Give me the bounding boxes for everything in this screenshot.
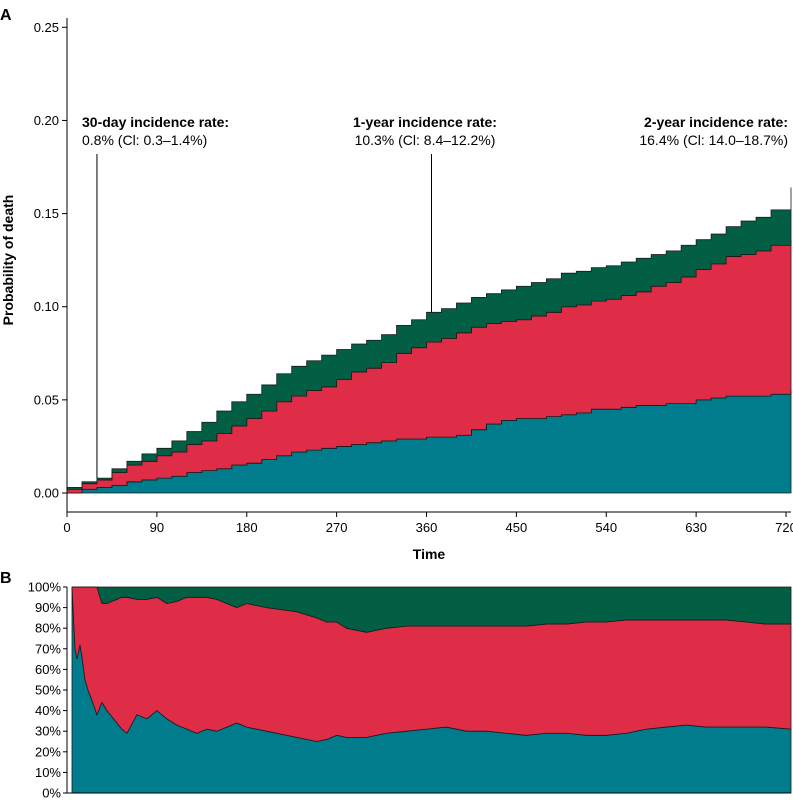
x-axis-label: Time [413,546,446,562]
panel-a: A 30-day incidence rate: 0.8% (Cl: 0.3–1.… [0,7,793,562]
x-tick-label: 540 [595,520,617,535]
x-tick-label: 270 [326,520,348,535]
annotation-value: 0.8% (Cl: 0.3–1.4%) [82,132,207,148]
annotation-title: 1-year incidence rate: [353,114,497,130]
y-tick-label: 40% [35,703,61,718]
y-tick-label: 0.25 [34,20,59,35]
x-tick-label: 0 [63,520,70,535]
y-tick-label: 0.05 [34,392,59,407]
y-tick-label: 0.20 [34,113,59,128]
annotation-value: 10.3% (Cl: 8.4–12.2%) [355,132,496,148]
y-tick-label: 0.10 [34,299,59,314]
x-tick-label: 630 [685,520,707,535]
panel-b-series-green-area [71,586,792,633]
y-tick-label: 80% [35,621,61,636]
annotation-title: 2-year incidence rate: [644,114,788,130]
x-tick-label: 360 [416,520,438,535]
panel-b: B 0% 10% 20% 30% 40% 50% 60% 70% 80% 90% 100% [0,570,792,801]
x-tick-label: 720 [775,520,793,535]
y-tick-label: 10% [35,765,61,780]
y-tick-label: 70% [35,641,61,656]
panel-a-label: A [0,7,12,24]
panel-a-annotations: 30-day incidence rate: 0.8% (Cl: 0.3–1.4%… [82,114,788,479]
annotation-title: 30-day incidence rate: [82,114,229,130]
y-tick-label: 90% [35,600,61,615]
x-tick-label: 450 [506,520,528,535]
y-tick-label: 60% [35,662,61,677]
y-tick-label: 100% [28,580,62,595]
y-tick-label: 30% [35,724,61,739]
panel-a-y-ticks: 0.00 0.05 0.10 0.15 0.20 0.25 [34,20,67,501]
panel-b-y-ticks: 0% 10% 20% 30% 40% 50% 60% 70% 80% 90% 100% [28,580,67,801]
x-tick-label: 180 [236,520,258,535]
panel-b-label: B [0,570,12,587]
panel-a-x-ticks: 0 90 180 270 360 450 540 630 720 [63,512,793,535]
y-tick-label: 0.15 [34,206,59,221]
y-axis-label: Probability of death [0,195,16,326]
y-tick-label: 0% [42,786,61,801]
y-tick-label: 20% [35,744,61,759]
y-tick-label: 50% [35,683,61,698]
annotation-value: 16.4% (Cl: 14.0–18.7%) [639,132,788,148]
y-tick-label: 0.00 [34,486,59,501]
panel-b-areas [71,586,792,794]
x-tick-label: 90 [150,520,164,535]
panel-a-areas [66,187,792,494]
panel-a-series-green-area [66,187,792,490]
